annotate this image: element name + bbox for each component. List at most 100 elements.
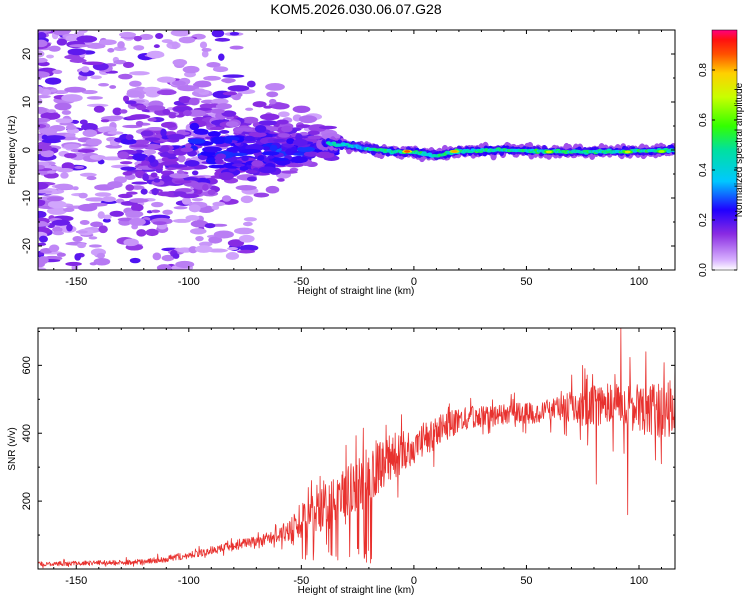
snr-panel: -150 -100 -50 0 50 100 200 400 600 Height of str… <box>7 327 676 596</box>
spectrogram-speckle <box>55 118 73 124</box>
spectrogram-speckle <box>38 242 47 246</box>
spectrogram-speckle <box>38 107 42 113</box>
spectrogram-speckle <box>239 140 258 144</box>
spectrogram-speckle <box>240 195 254 204</box>
colorbar-label: Normalized spectral amplitude <box>734 82 745 217</box>
spectrogram-speckle <box>120 138 137 145</box>
snr-ytick-label: 400 <box>21 424 33 442</box>
spectrogram-speckle <box>235 127 254 132</box>
spectrogram-speckle <box>133 35 143 42</box>
colorbar-tick-label: 0.6 <box>698 113 709 127</box>
spectrogram-speckle <box>201 50 209 58</box>
spectrogram-speckle <box>41 134 48 140</box>
spectrogram-speckle <box>225 121 239 127</box>
spectrogram-speckle <box>124 100 137 105</box>
spectrogram-speckle <box>178 36 196 44</box>
spectrogram-speckle <box>38 182 49 190</box>
spectrogram-speckle <box>174 180 192 184</box>
spectrogram-speckle <box>236 92 243 97</box>
snr-ytick-label: 200 <box>21 492 33 510</box>
spectrogram-speckle <box>38 210 47 219</box>
spectrogram-ytick-label: 10 <box>21 96 33 108</box>
spectrogram-speckle <box>160 121 177 128</box>
spectrogram-speckle <box>218 172 235 180</box>
spectrogram-speckle <box>277 178 285 182</box>
spectrogram-speckle <box>176 170 185 174</box>
spectrogram-speckle <box>86 176 97 181</box>
spectrogram-speckle <box>233 227 255 235</box>
spectrogram-speckle <box>79 119 88 125</box>
spectrogram-speckle <box>132 153 148 162</box>
spectrogram-speckle <box>214 37 231 42</box>
snr-ytick-label: 600 <box>21 356 33 374</box>
spectrogram-speckle <box>177 85 200 92</box>
spectrogram-speckle <box>277 111 290 118</box>
spectrogram-speckle <box>140 130 154 137</box>
spectrogram-xtick-label: 0 <box>411 276 417 288</box>
spectrogram-speckle <box>56 38 68 46</box>
spectrogram-speckle <box>66 224 73 232</box>
spectrogram-speckle <box>46 109 56 114</box>
spectrogram-speckle <box>193 128 209 135</box>
spectrogram-speckle <box>172 218 191 223</box>
spectrogram-ytick-label: -10 <box>21 190 33 206</box>
spectrogram-speckle <box>145 89 161 98</box>
spectrogram-speckle <box>168 114 177 119</box>
spectrogram-speckle <box>258 166 277 174</box>
spectrogram-speckle <box>173 109 186 118</box>
spectrogram-speckle <box>88 202 108 207</box>
spectrogram-speckle <box>251 160 264 167</box>
spectrogram-speckle <box>44 135 66 141</box>
spectrogram-speckle <box>206 62 221 68</box>
spectrogram-speckle <box>65 124 77 130</box>
spectrogram-speckle <box>207 130 221 138</box>
spectrogram-speckle <box>64 86 87 93</box>
spectrogram-speckle <box>135 104 147 111</box>
spectrogram-speckle <box>146 105 166 111</box>
spectrogram-speckle <box>212 66 229 73</box>
spectrogram-speckle <box>51 219 71 226</box>
spectrogram-speckle <box>146 50 165 59</box>
chart-title: KOM5.2026.030.06.07.G28 <box>270 1 441 17</box>
spectrogram-speckle <box>242 116 259 124</box>
spectrogram-speckle <box>161 254 175 262</box>
spectrogram-speckle <box>38 252 45 256</box>
spectrogram-speckle <box>241 156 249 162</box>
spectrogram-speckle <box>102 214 112 220</box>
spectrogram-speckle <box>77 75 88 81</box>
spectrogram-ytick-label: 20 <box>21 48 33 60</box>
spectrogram-speckle <box>38 190 53 194</box>
spectrogram-speckle <box>38 256 49 264</box>
spectrogram-speckle <box>46 206 67 215</box>
spectrogram-speckle <box>150 172 158 178</box>
snr-xlabel: Height of straight line (km) <box>298 585 415 596</box>
spectrogram-speckle <box>53 30 70 36</box>
spectrogram-speckle <box>98 225 108 234</box>
spectrogram-speckle <box>79 220 90 225</box>
spectrogram-speckle <box>254 125 267 133</box>
spectrogram-speckle <box>98 82 110 87</box>
spectrogram-speckle <box>221 78 236 83</box>
spectrogram-speckle <box>72 235 83 242</box>
spectrogram-speckle <box>152 252 162 261</box>
spectrogram-speckle <box>126 115 145 120</box>
spectrogram-speckle <box>208 164 227 169</box>
spectrogram-speckle <box>187 138 205 144</box>
spectrogram-speckle <box>307 130 320 135</box>
spectrogram-speckle <box>38 94 51 99</box>
spectrogram-speckle <box>40 150 55 158</box>
spectrogram-speckle <box>93 257 111 266</box>
spectrogram-speckle <box>147 117 157 122</box>
spectrogram-speckle <box>222 195 232 202</box>
snr-xtick-label: -50 <box>293 575 309 587</box>
spectrogram-speckle <box>171 80 186 86</box>
spectrogram-speckle <box>64 54 81 60</box>
spectrogram-speckle <box>145 228 159 237</box>
spectrogram-speckle <box>123 238 139 247</box>
spectrogram-speckle <box>119 109 128 114</box>
spectrogram-speckle <box>224 138 233 144</box>
spectrogram-speckle <box>190 228 207 235</box>
spectrogram-speckle <box>253 192 270 198</box>
spectrogram-speckle <box>221 110 237 117</box>
